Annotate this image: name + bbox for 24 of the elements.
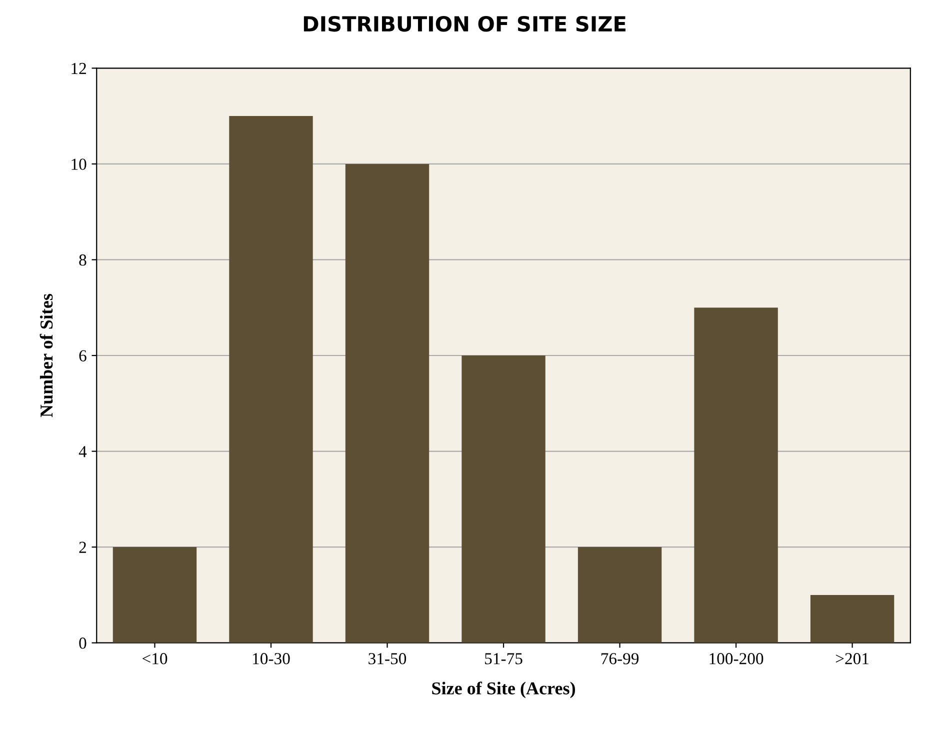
y-tick-label: 6	[79, 350, 86, 362]
y-axis-title: Number of Sites	[40, 294, 53, 418]
bar	[578, 547, 662, 643]
y-tick-label: 10	[72, 158, 86, 170]
bar	[694, 308, 778, 643]
x-tick-label: 100-200	[710, 653, 764, 664]
y-tick-label: 0	[79, 638, 86, 649]
y-tick-label: 8	[79, 254, 86, 266]
x-tick-label: <10	[142, 653, 168, 664]
x-tick-label: 76-99	[601, 653, 639, 664]
y-tick-label: 2	[79, 542, 86, 553]
y-tick-label: 12	[72, 62, 86, 74]
x-tick-label: 51-75	[485, 653, 522, 664]
y-tick-label: 4	[78, 446, 87, 458]
x-tick-label: 31-50	[368, 653, 406, 664]
bar	[462, 356, 546, 643]
x-axis-title: Size of Site (Acres)	[432, 682, 576, 698]
bar	[229, 116, 313, 643]
bar	[345, 164, 430, 643]
bar	[810, 594, 894, 643]
bar	[112, 547, 197, 643]
x-tick-label: >201	[836, 653, 868, 664]
chart-title: DISTRIBUTION OF SITE SIZE	[304, 16, 626, 32]
x-tick-label: 10-30	[253, 653, 290, 664]
